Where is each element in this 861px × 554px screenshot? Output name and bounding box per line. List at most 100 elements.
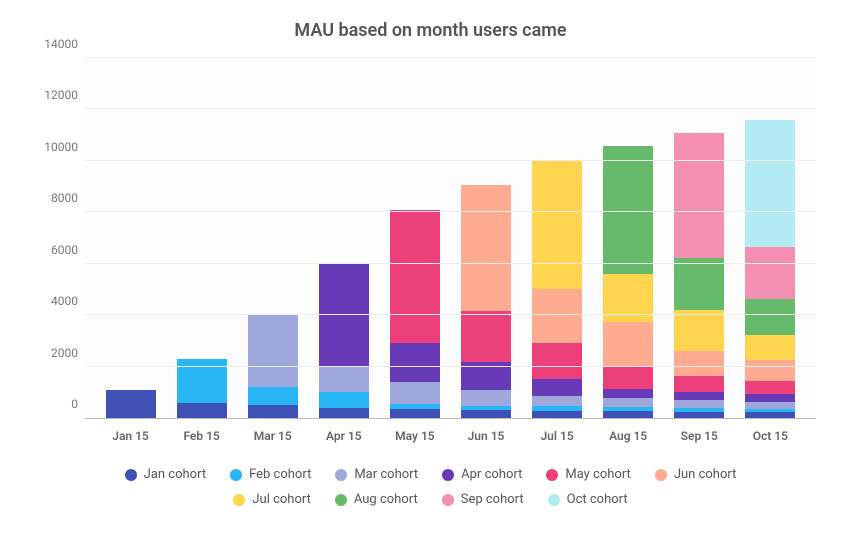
bar-column — [461, 185, 511, 418]
bar-segment — [461, 311, 511, 362]
bar-segment — [319, 408, 369, 418]
y-tick-label: 8000 — [30, 191, 78, 205]
y-tick-label: 0 — [30, 397, 78, 411]
mau-cohort-chart: MAU based on month users came 0200040006… — [0, 0, 861, 554]
bar-segment — [532, 160, 582, 290]
bar-segment — [603, 398, 653, 407]
y-tick-label: 2000 — [30, 346, 78, 360]
bar-segment — [390, 409, 440, 418]
gridline — [85, 108, 816, 109]
legend-swatch — [335, 494, 347, 506]
bar-segment — [603, 411, 653, 418]
gridline — [85, 160, 816, 161]
x-tick-label: Sep 15 — [674, 429, 724, 443]
bar-segment — [461, 390, 511, 405]
legend-label: Jun cohort — [674, 467, 737, 482]
y-tick-label: 6000 — [30, 243, 78, 257]
plot-area: 02000400060008000100001200014000 — [85, 59, 816, 419]
legend-item: Aug cohort — [335, 492, 418, 507]
bar-segment — [674, 400, 724, 408]
bar-segment — [532, 411, 582, 418]
y-tick-label: 12000 — [30, 88, 78, 102]
bar-column — [177, 359, 227, 418]
x-tick-label: Jan 15 — [106, 429, 156, 443]
gridline — [85, 314, 816, 315]
legend-label: Feb cohort — [249, 467, 311, 482]
x-tick-label: Aug 15 — [603, 429, 653, 443]
legend-swatch — [233, 494, 245, 506]
bar-column — [745, 120, 795, 418]
gridline — [85, 366, 816, 367]
legend-label: Jul cohort — [252, 492, 311, 507]
legend-swatch — [442, 469, 454, 481]
bar-column — [248, 315, 298, 418]
bar-segment — [248, 405, 298, 418]
bar-segment — [532, 289, 582, 343]
bar-segment — [319, 264, 369, 367]
legend-item: Mar cohort — [335, 467, 418, 482]
x-tick-label: Feb 15 — [177, 429, 227, 443]
legend-label: May cohort — [565, 467, 630, 482]
bar-segment — [745, 335, 795, 361]
bars-container — [85, 59, 816, 418]
bar-segment — [532, 379, 582, 396]
legend-swatch — [125, 469, 137, 481]
bar-segment — [461, 410, 511, 418]
legend-label: Aug cohort — [354, 492, 418, 507]
bar-segment — [674, 310, 724, 351]
bar-column — [532, 160, 582, 418]
x-axis-labels: Jan 15Feb 15Mar 15Apr 15May 15Jun 15Jul … — [85, 419, 816, 443]
gridline — [85, 263, 816, 264]
legend-label: Jan cohort — [144, 467, 206, 482]
bar-segment — [603, 322, 653, 366]
bar-segment — [745, 247, 795, 298]
legend-item: Jul cohort — [233, 492, 311, 507]
bar-segment — [532, 343, 582, 379]
bar-segment — [745, 394, 795, 402]
legend-label: Oct cohort — [567, 492, 628, 507]
x-tick-label: Apr 15 — [319, 429, 369, 443]
bar-segment — [745, 381, 795, 394]
x-tick-label: Jun 15 — [461, 429, 511, 443]
bar-segment — [674, 412, 724, 418]
bar-segment — [461, 185, 511, 311]
x-tick-label: May 15 — [390, 429, 440, 443]
legend-swatch — [546, 469, 558, 481]
bar-segment — [674, 392, 724, 400]
bar-column — [674, 133, 724, 418]
bar-segment — [390, 210, 440, 344]
bar-segment — [248, 387, 298, 405]
bar-segment — [745, 360, 795, 381]
legend-item: Jun cohort — [655, 467, 737, 482]
bar-segment — [390, 343, 440, 382]
bar-segment — [674, 376, 724, 391]
bar-segment — [674, 258, 724, 309]
legend-swatch — [548, 494, 560, 506]
bar-segment — [603, 146, 653, 273]
x-tick-label: Mar 15 — [248, 429, 298, 443]
bar-segment — [745, 402, 795, 409]
bar-segment — [674, 351, 724, 377]
bar-segment — [390, 382, 440, 404]
gridline — [85, 57, 816, 58]
bar-segment — [177, 403, 227, 418]
legend-swatch — [442, 494, 454, 506]
y-tick-label: 10000 — [30, 140, 78, 154]
legend-label: Mar cohort — [354, 467, 418, 482]
gridline — [85, 211, 816, 212]
bar-segment — [106, 390, 156, 418]
bar-segment — [745, 120, 795, 248]
bar-segment — [319, 392, 369, 407]
y-tick-label: 4000 — [30, 294, 78, 308]
bar-segment — [532, 396, 582, 406]
bar-segment — [745, 412, 795, 418]
chart-title: MAU based on month users came — [30, 20, 831, 41]
legend-swatch — [230, 469, 242, 481]
legend-item: Oct cohort — [548, 492, 628, 507]
bar-column — [319, 264, 369, 418]
bar-segment — [745, 299, 795, 335]
legend-label: Sep cohort — [461, 492, 524, 507]
bar-segment — [319, 367, 369, 393]
legend-item: Apr cohort — [442, 467, 522, 482]
bar-column — [106, 390, 156, 418]
